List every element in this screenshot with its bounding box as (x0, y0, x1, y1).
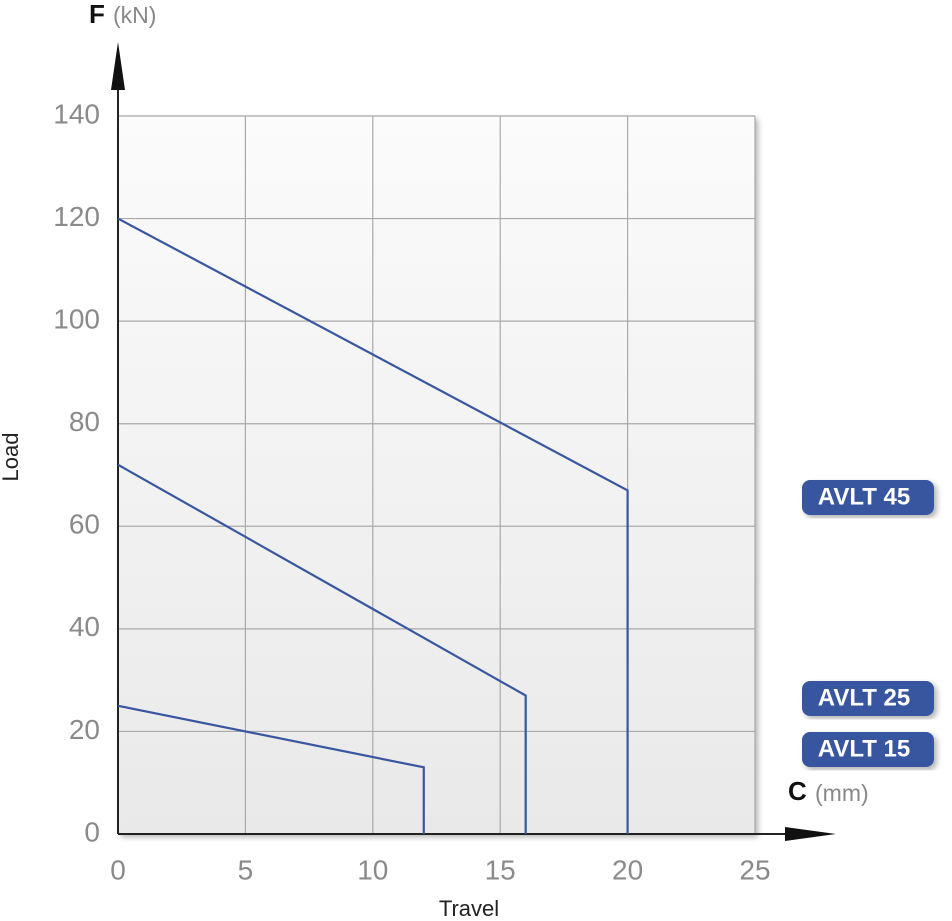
plot-area (118, 116, 755, 834)
x-arrow (785, 827, 836, 841)
x-tick-label: 5 (238, 854, 254, 885)
y-tick-label: 140 (53, 98, 100, 129)
y-symbol: F (89, 0, 105, 29)
legend-label: AVLT 25 (818, 684, 910, 711)
y-tick-label: 100 (53, 304, 100, 335)
y-tick-label: 40 (69, 611, 100, 642)
y-unit: (kN) (113, 2, 156, 28)
x-tick-label: 0 (110, 854, 126, 885)
series-line (117, 217, 629, 834)
y-tick-label: 20 (69, 714, 100, 745)
series-line (117, 704, 425, 834)
y-arrow (111, 42, 125, 90)
legend-label: AVLT 15 (818, 735, 910, 762)
legend-badge (802, 480, 934, 515)
y-tick-label: 120 (53, 201, 100, 232)
x-title: Travel (439, 896, 499, 921)
x-tick-label: 15 (485, 854, 516, 885)
legend-badge (802, 681, 934, 716)
legend-label: AVLT 45 (818, 483, 910, 510)
x-tick-label: 20 (612, 854, 643, 885)
y-tick-label: 60 (69, 509, 100, 540)
series-line (117, 463, 527, 834)
y-tick-label: 80 (69, 406, 100, 437)
x-unit: (mm) (815, 780, 869, 806)
legend-badge (802, 732, 934, 767)
x-tick-label: 25 (739, 854, 770, 885)
y-tick-label: 0 (84, 816, 100, 847)
y-title: Load (0, 433, 23, 482)
x-tick-label: 10 (357, 854, 388, 885)
x-symbol: C (788, 776, 807, 806)
